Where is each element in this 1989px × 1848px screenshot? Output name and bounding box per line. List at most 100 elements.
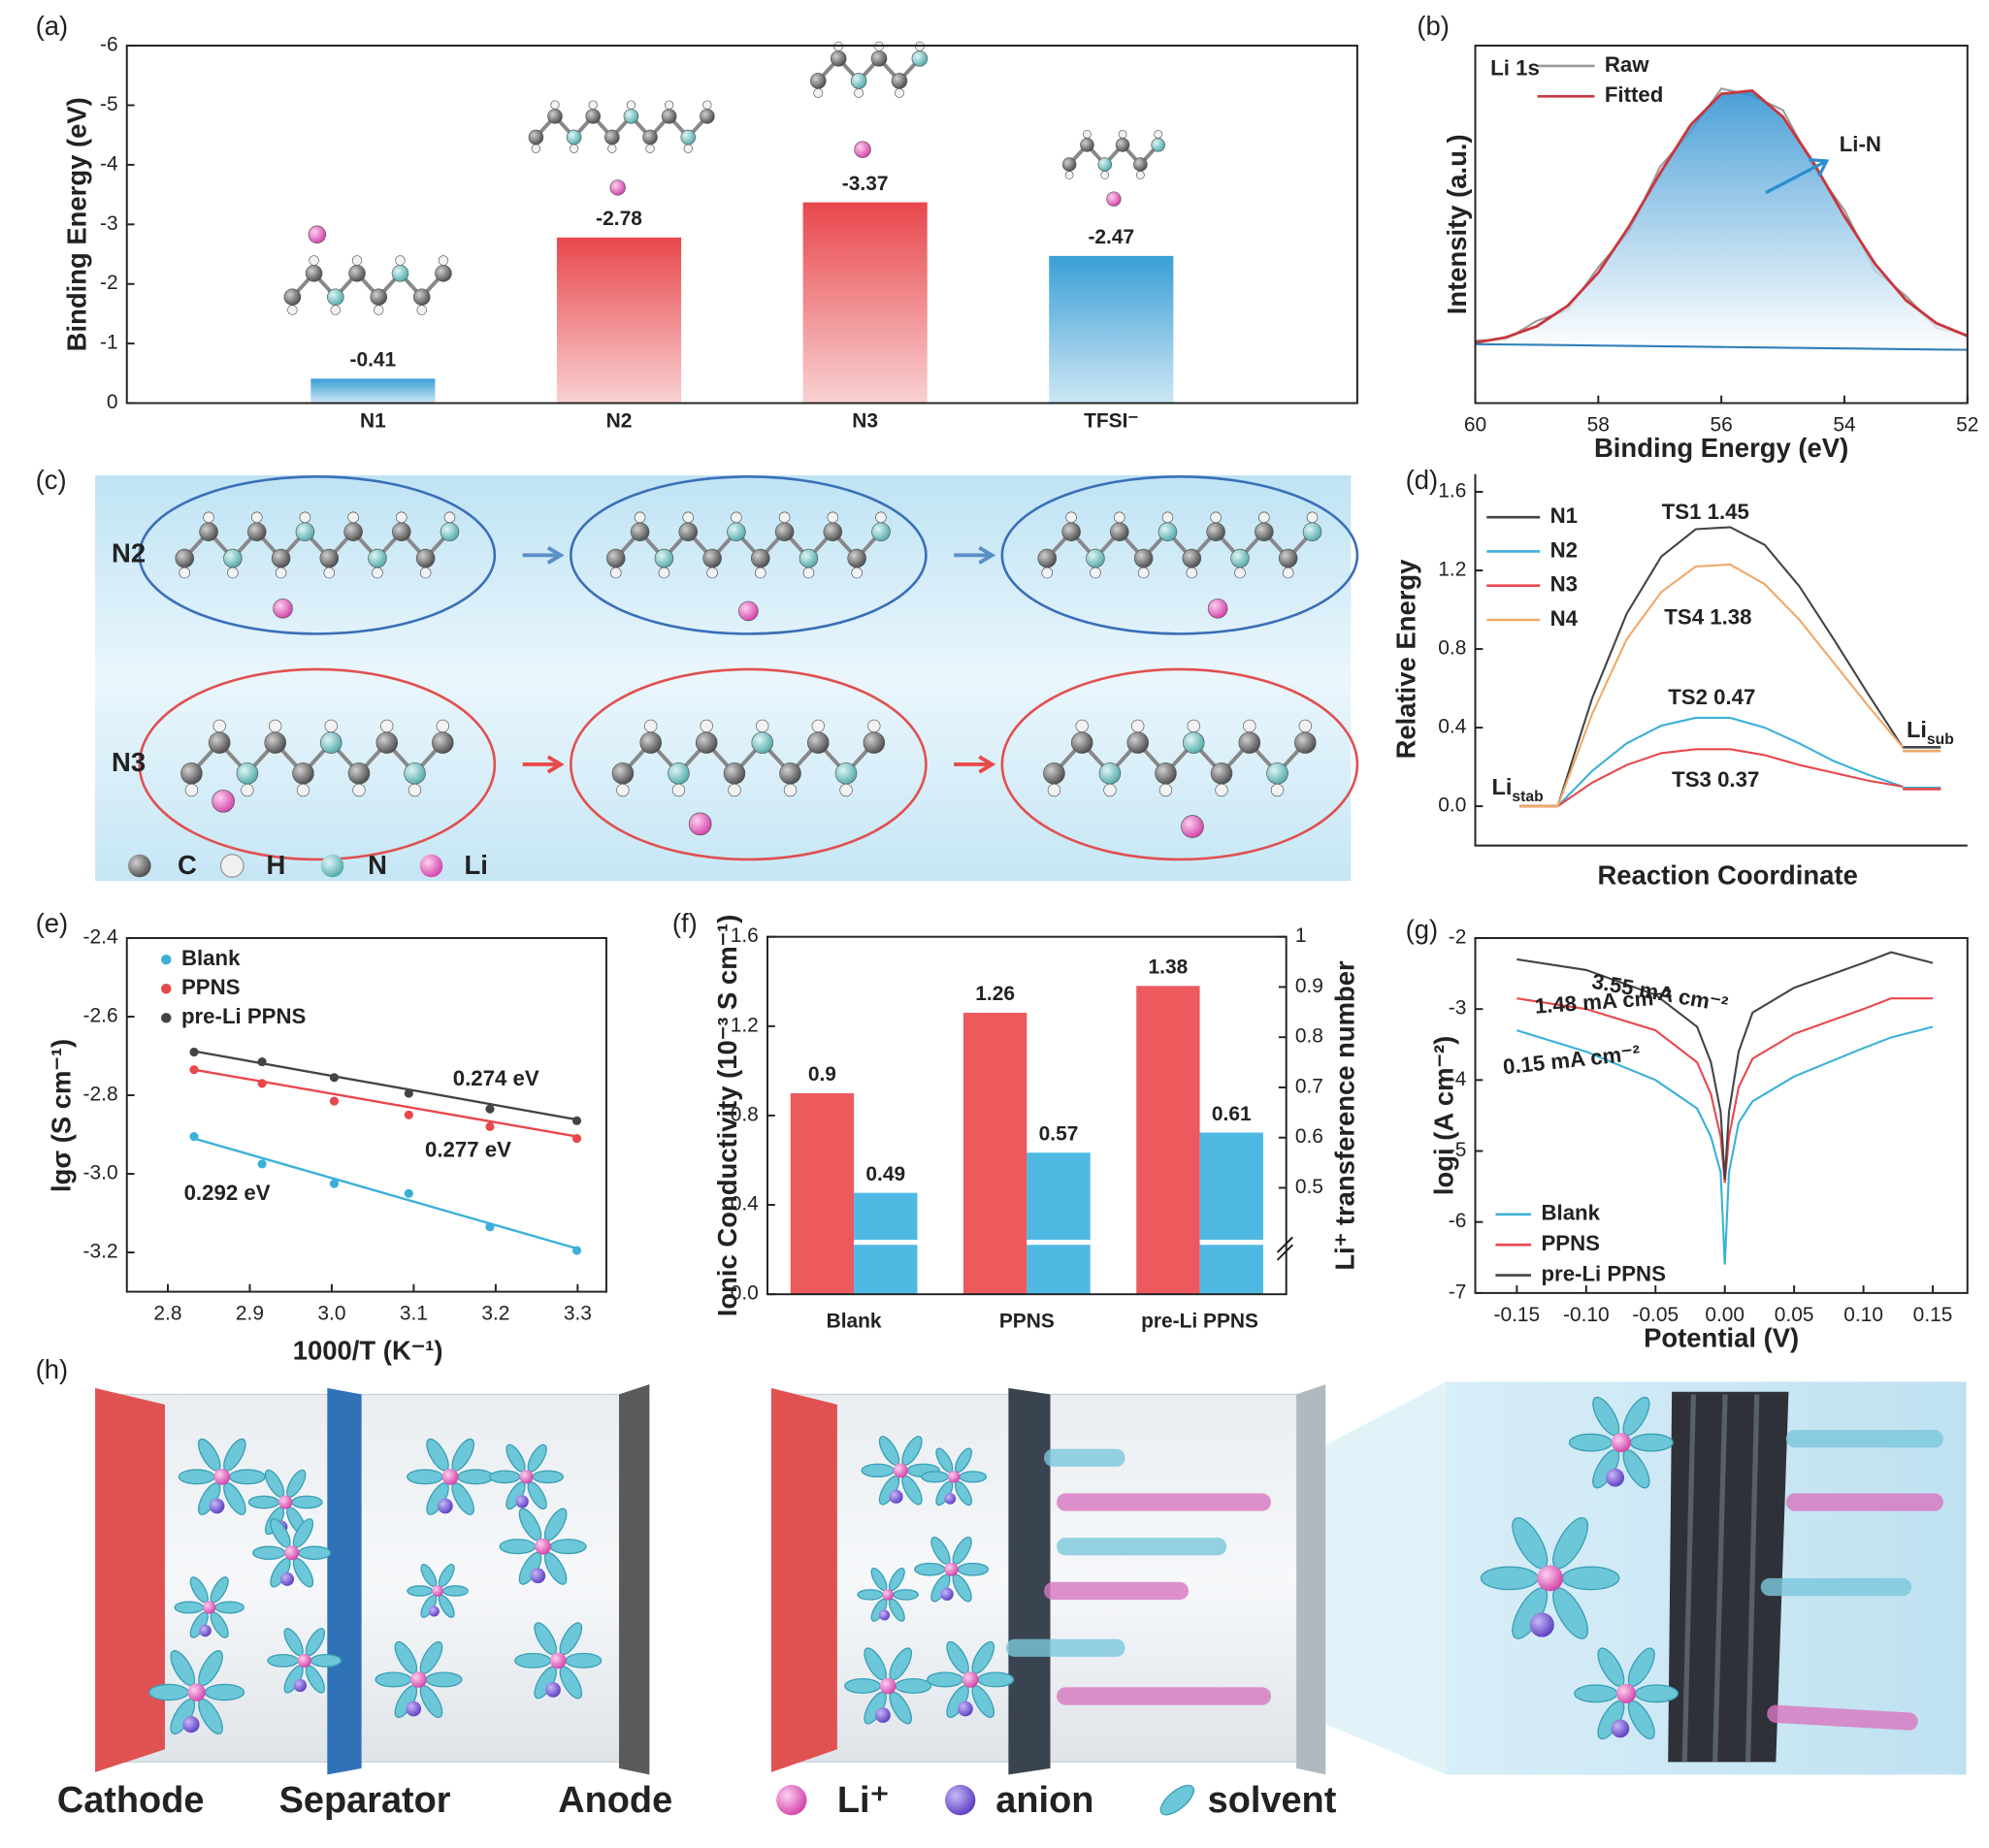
li-ion [535, 1538, 551, 1555]
y-axis-label: logi (A cm⁻²) [1429, 1036, 1459, 1195]
solvent [959, 1471, 988, 1483]
x-tick-label: pre-Li PPNS [1141, 1310, 1258, 1332]
point [189, 1131, 199, 1142]
atom [395, 511, 408, 524]
atom [661, 109, 677, 124]
anion [958, 1701, 973, 1717]
legend-label: Li⁺ [837, 1780, 890, 1821]
y-tick-label: -4 [1449, 1068, 1467, 1090]
point [329, 1179, 340, 1188]
li-ion [1537, 1565, 1564, 1592]
atom [1243, 719, 1256, 733]
solvent [977, 1671, 1015, 1688]
solvent [489, 1470, 521, 1484]
solvent [514, 1652, 552, 1669]
atom [1115, 138, 1130, 152]
atom [550, 100, 560, 110]
anion [875, 1707, 891, 1723]
atom [1210, 762, 1233, 785]
solvent [1574, 1684, 1618, 1703]
atom [1298, 719, 1312, 733]
atom [343, 522, 363, 542]
solvent [174, 1601, 205, 1614]
atom [351, 255, 363, 266]
atom [751, 548, 770, 568]
data-label: 0.49 [865, 1163, 905, 1185]
x-axis-label: Reaction Coordinate [1597, 860, 1857, 891]
atom [588, 100, 598, 110]
legend-swatch [161, 1013, 172, 1023]
atom [416, 305, 427, 315]
atom [1118, 130, 1127, 139]
legend-label: solvent [1208, 1780, 1337, 1821]
atom [728, 783, 741, 797]
atom [616, 783, 630, 797]
anion [530, 1568, 546, 1584]
atom [443, 511, 456, 524]
panel-label: (e) [36, 908, 69, 938]
legend-label: Raw [1605, 52, 1649, 77]
legend-label: Fitted [1605, 82, 1663, 107]
row-label: N3 [112, 747, 146, 777]
atom [875, 511, 887, 524]
point [571, 1134, 582, 1144]
li-ion [297, 1653, 311, 1668]
annotation: 0.277 eV [425, 1137, 511, 1161]
atom [1041, 567, 1054, 579]
x-tick-label: N2 [606, 410, 633, 433]
li-ion [203, 1601, 216, 1614]
bond [1052, 739, 1307, 777]
atom [330, 305, 342, 315]
atom [435, 265, 452, 282]
x-tick-label: 0.10 [1843, 1304, 1883, 1326]
x-tick-label: -0.15 [1494, 1304, 1541, 1326]
solvent [857, 1589, 884, 1601]
legend-label: N2 [1550, 537, 1578, 562]
atom [1278, 548, 1298, 568]
atom [271, 548, 291, 568]
legend-label: H [267, 850, 286, 880]
data-label: -0.41 [350, 349, 397, 372]
anion [879, 1609, 891, 1621]
solvent [957, 1562, 989, 1576]
y-tick-label: 0.8 [1438, 637, 1466, 660]
li-ion [213, 1468, 231, 1485]
atom [440, 522, 460, 542]
bar [790, 1092, 855, 1295]
axis-break [1199, 1239, 1263, 1246]
atom [727, 522, 746, 542]
line [1516, 951, 1934, 1180]
legend-label: Blank [181, 946, 241, 970]
atom [1061, 157, 1077, 172]
point [257, 1159, 267, 1169]
atom [607, 144, 617, 153]
li-ion [1611, 1433, 1631, 1453]
anion [940, 1587, 954, 1601]
atom [751, 731, 774, 754]
atom [1207, 598, 1228, 619]
atom [241, 783, 254, 797]
y-tick-label: -2 [100, 272, 118, 294]
anion [515, 1495, 529, 1508]
axis-break [1276, 1236, 1293, 1261]
bar [1199, 1132, 1263, 1295]
atom [695, 731, 718, 754]
atom [1098, 762, 1122, 785]
point [329, 1073, 340, 1083]
anion [1611, 1719, 1630, 1738]
data-label: 0.61 [1212, 1103, 1252, 1125]
data-label: -3.37 [842, 173, 889, 195]
anion [293, 1678, 307, 1693]
atom [404, 762, 426, 785]
atom [1270, 783, 1285, 797]
atom [531, 144, 541, 153]
solvent [178, 1469, 215, 1485]
point [485, 1121, 495, 1132]
state-label-sub: stab [1512, 788, 1543, 804]
atom [1155, 762, 1177, 785]
atom [175, 548, 194, 568]
data-label: -2.47 [1088, 226, 1134, 248]
legend-label: pre-Li PPNS [1541, 1261, 1665, 1285]
y2-tick-label: 0.5 [1295, 1176, 1323, 1198]
